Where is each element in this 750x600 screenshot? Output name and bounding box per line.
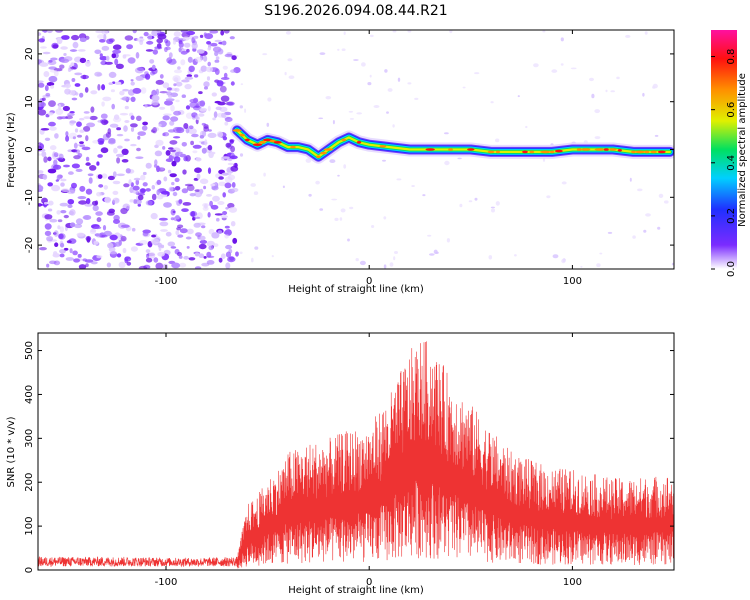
snr-y-label: SNR (10 * v/v) bbox=[6, 416, 17, 487]
snr-series-line bbox=[38, 341, 674, 569]
spectrogram-y-ticks: 20 10 0 -10 -20 bbox=[24, 48, 674, 253]
snr-y-tick-label: 300 bbox=[24, 429, 35, 448]
spectrogram-y-tick-label: -20 bbox=[24, 237, 35, 253]
spectrogram-y-tick-label: 20 bbox=[24, 48, 35, 61]
snr-x-ticks: -100 0 100 bbox=[155, 333, 582, 588]
spectrogram-signal-track bbox=[230, 123, 674, 164]
spectrogram-x-label: Height of straight line (km) bbox=[288, 284, 424, 295]
snr-x-tick-label: 0 bbox=[366, 577, 372, 588]
colorbar-tick-label: 0.8 bbox=[726, 49, 737, 65]
spectrogram-y-label: Frequency (Hz) bbox=[6, 112, 17, 188]
colorbar-tick-label: 0.6 bbox=[726, 102, 737, 118]
spectrogram-y-tick-label: 10 bbox=[24, 95, 35, 108]
snr-x-tick-label: 100 bbox=[563, 577, 582, 588]
spectrogram-noise bbox=[38, 30, 674, 269]
spectrogram-y-tick-label: -10 bbox=[24, 189, 35, 205]
colorbar-tick-label: 0.0 bbox=[726, 261, 737, 277]
snr-y-tick-label: 100 bbox=[24, 517, 35, 536]
spectrogram-y-tick-label: 0 bbox=[24, 146, 35, 152]
snr-y-ticks: 0 100 200 300 400 500 bbox=[24, 341, 674, 573]
colorbar-gradient bbox=[711, 30, 737, 269]
colorbar-label: Normalized spectral amplitude bbox=[737, 73, 748, 227]
snr-y-tick-label: 0 bbox=[24, 567, 35, 573]
spectrogram-x-tick-label: -100 bbox=[155, 276, 178, 287]
snr-frame bbox=[37, 332, 675, 571]
colorbar-tick-label: 0.2 bbox=[726, 208, 737, 224]
spectrogram-x-tick-label: 100 bbox=[563, 276, 582, 287]
snr-x-tick-label: -100 bbox=[155, 577, 178, 588]
snr-y-tick-label: 200 bbox=[24, 473, 35, 492]
colorbar-ticks: 0.0 0.2 0.4 0.6 0.8 bbox=[711, 49, 737, 277]
spectrogram-x-ticks: -100 0 100 bbox=[155, 30, 582, 287]
snr-x-label: Height of straight line (km) bbox=[288, 585, 424, 596]
chart-title: S196.2026.094.08.44.R21 bbox=[264, 3, 447, 19]
snr-y-tick-label: 400 bbox=[24, 385, 35, 404]
colorbar: 0.0 0.2 0.4 0.6 0.8 Normalized spectral ampl… bbox=[711, 30, 748, 277]
snr-y-tick-label: 500 bbox=[24, 341, 35, 360]
colorbar-tick-label: 0.4 bbox=[726, 155, 737, 171]
snr-panel: -100 0 100 0 100 200 300 400 500 Height of stra… bbox=[6, 332, 675, 596]
spectrogram-x-tick-label: 0 bbox=[366, 276, 372, 287]
